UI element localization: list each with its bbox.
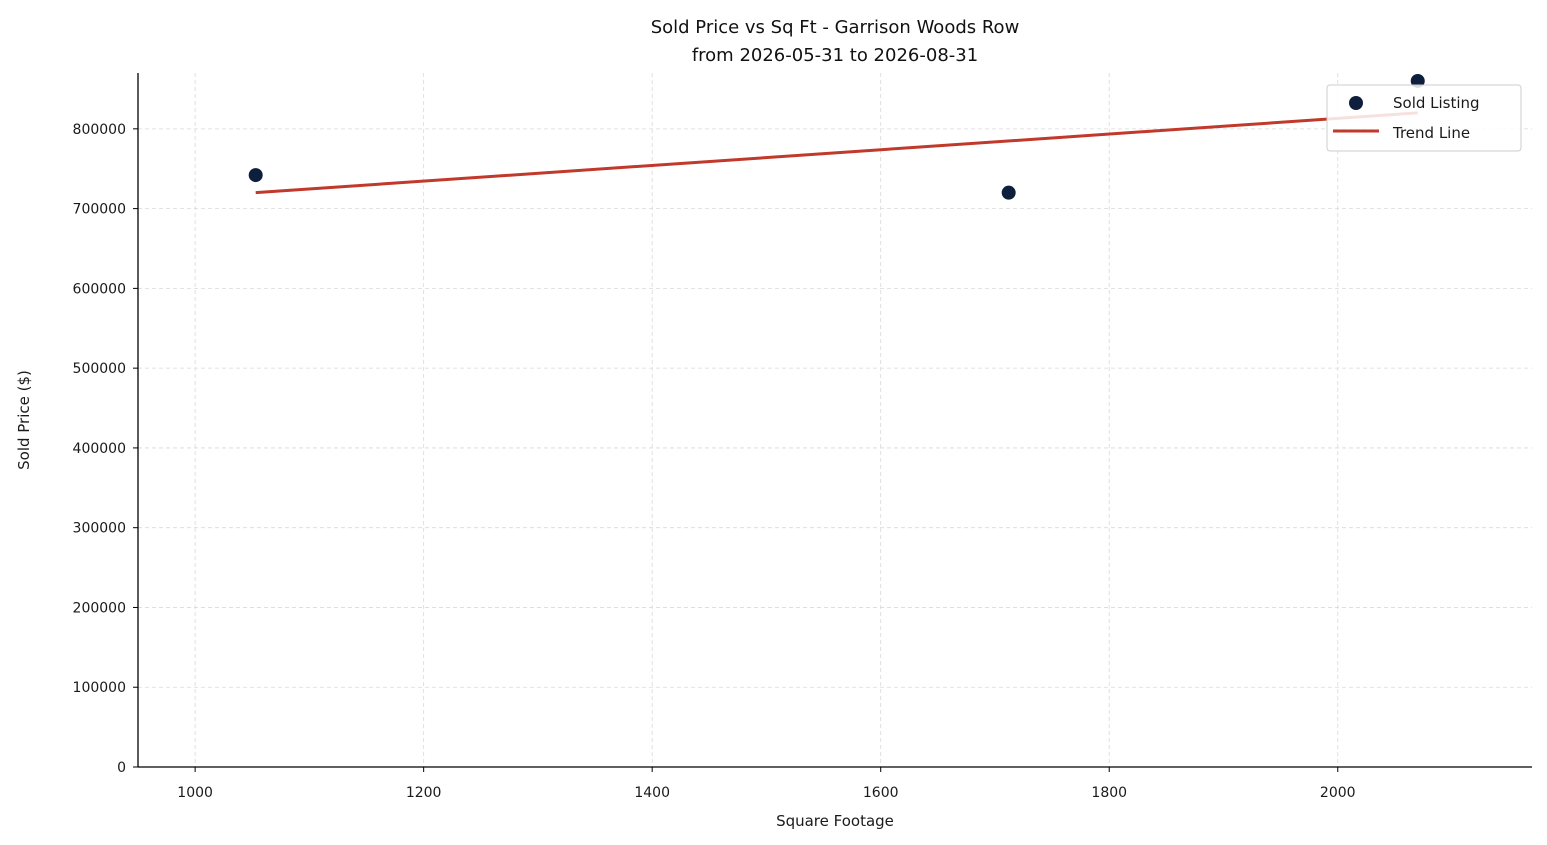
legend-label-trend-line: Trend Line (1392, 124, 1470, 142)
y-axis-label: Sold Price ($) (15, 370, 33, 470)
y-tick-label: 300000 (73, 521, 126, 537)
x-tick-label: 1000 (177, 785, 213, 801)
chart-subtitle: from 2026-05-31 to 2026-08-31 (692, 45, 978, 66)
y-tick-label: 600000 (73, 281, 126, 297)
x-axis-label: Square Footage (776, 812, 894, 830)
trend-line (255, 111, 1418, 195)
legend-marker-sold-listing (1349, 96, 1363, 110)
trend-layer (255, 111, 1418, 195)
grid-layer (138, 73, 1532, 767)
legend-label-sold-listing: Sold Listing (1393, 94, 1480, 112)
ticks-layer: 1000 1200 1400 1600 1800 2000 0 100000 200000 300… (73, 122, 1356, 801)
x-tick-label: 2000 (1320, 785, 1356, 801)
x-tick-label: 1800 (1091, 785, 1127, 801)
sold-listing-point (1410, 73, 1425, 88)
sold-listing-point (248, 168, 263, 183)
y-tick-label: 0 (117, 760, 126, 776)
legend-box (1326, 84, 1522, 152)
legend: Sold Listing Trend Line (1326, 84, 1522, 152)
y-tick-label: 800000 (73, 122, 126, 138)
y-tick-label: 100000 (73, 680, 126, 696)
x-tick-label: 1200 (406, 785, 442, 801)
y-tick-label: 700000 (73, 202, 126, 218)
sold-listing-point (1001, 185, 1016, 200)
y-tick-label: 400000 (73, 441, 126, 457)
chart-title: Sold Price vs Sq Ft - Garrison Woods Row (651, 17, 1020, 38)
y-tick-label: 500000 (73, 361, 126, 377)
x-tick-label: 1600 (863, 785, 899, 801)
x-tick-label: 1400 (634, 785, 670, 801)
axes-layer (137, 73, 1532, 768)
y-tick-label: 200000 (73, 600, 126, 616)
points-layer (248, 73, 1425, 200)
